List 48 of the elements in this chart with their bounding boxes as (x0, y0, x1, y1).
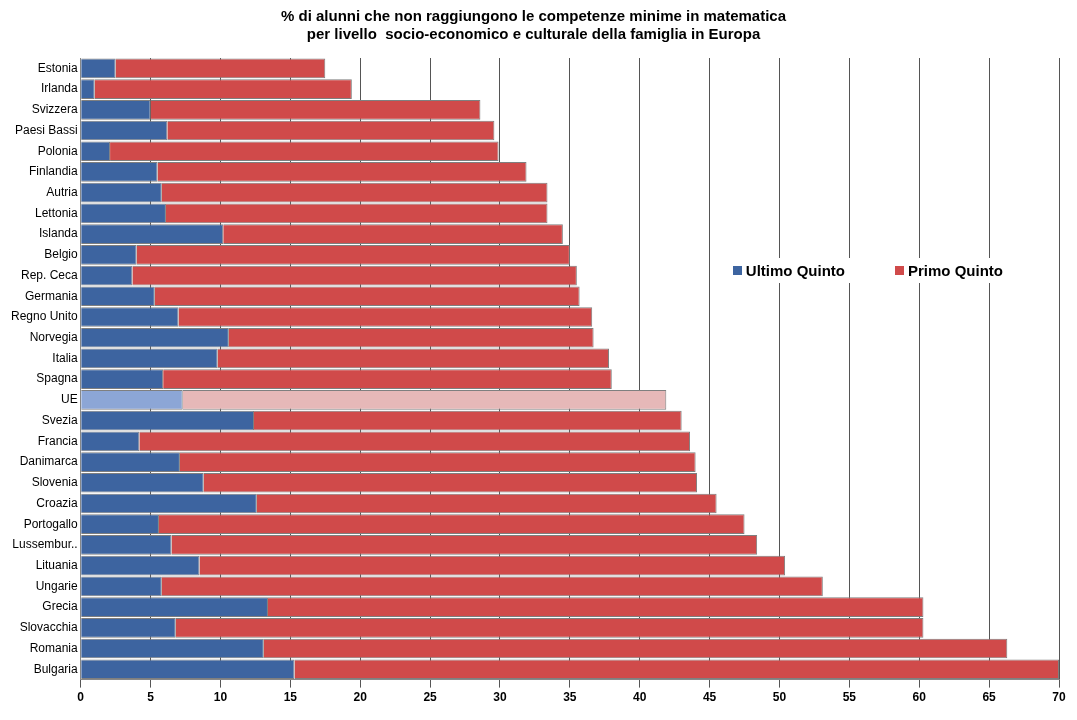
y-tick-label: Ungarie (35, 578, 79, 593)
y-tick-label: Portogallo (23, 516, 79, 531)
x-tick-label: 0 (77, 690, 85, 705)
y-tick-label: Norvegia (29, 330, 79, 345)
x-tick-label: 50 (772, 690, 787, 705)
x-tick-label: 20 (353, 690, 368, 705)
y-tick-label: Croazia (36, 495, 79, 510)
y-tick-label: Lussembur.. (12, 537, 78, 552)
x-tick-label: 45 (702, 690, 717, 705)
y-tick-label: Svizzera (31, 102, 79, 117)
y-tick-label: Lettonia (35, 205, 79, 220)
y-tick-label: Paesi Bassi (15, 122, 78, 137)
y-tick-label: Irlanda (41, 81, 79, 96)
x-tick-label: 60 (912, 690, 927, 705)
y-tick-label: Germania (25, 288, 79, 303)
y-tick-label: Danimarca (19, 454, 79, 469)
x-tick-label: 70 (1052, 690, 1066, 705)
chart-title: % di alunni che non raggiungono le competenze minime in matematica per livello socio-economico e culturale della famiglia in Europa (280, 7, 787, 43)
y-tick-label: Estonia (37, 60, 79, 75)
x-tick-label: 35 (563, 690, 577, 705)
y-tick-label: Spagna (36, 371, 79, 386)
y-tick-label: Finlandia (29, 164, 79, 179)
y-tick-label: Romania (29, 640, 79, 655)
x-tick-label: 55 (842, 690, 857, 705)
y-tick-label: Bulgaria (33, 661, 79, 676)
y-tick-label: Italia (52, 350, 79, 365)
y-tick-label: Belgio (44, 247, 79, 262)
y-tick-label: Grecia (42, 599, 79, 614)
y-tick-label: Rep. Ceca (21, 267, 79, 282)
x-tick-label: 5 (147, 690, 155, 705)
legend-label: Ultimo Quinto (745, 262, 845, 279)
x-tick-label: 25 (423, 690, 438, 705)
y-tick-label: Lituania (35, 557, 79, 572)
y-tick-label: Islanda (39, 226, 79, 241)
y-tick-label: Regno Unito (10, 309, 79, 324)
y-tick-label: Francia (37, 433, 79, 448)
x-tick-label: 10 (213, 690, 228, 705)
y-tick-label: Slovacchia (19, 620, 79, 635)
x-tick-label: 65 (982, 690, 997, 705)
y-tick-label: Autria (46, 184, 79, 199)
y-tick-label: Slovenia (31, 475, 79, 490)
legend-label: Primo Quinto (908, 262, 1003, 279)
x-tick-label: 15 (283, 690, 298, 705)
y-tick-label: UE (61, 392, 78, 407)
x-tick-label: 40 (633, 690, 647, 705)
x-tick-label: 30 (493, 690, 507, 705)
y-tick-label: Polonia (37, 143, 79, 158)
y-tick-label: Svezia (41, 412, 79, 427)
